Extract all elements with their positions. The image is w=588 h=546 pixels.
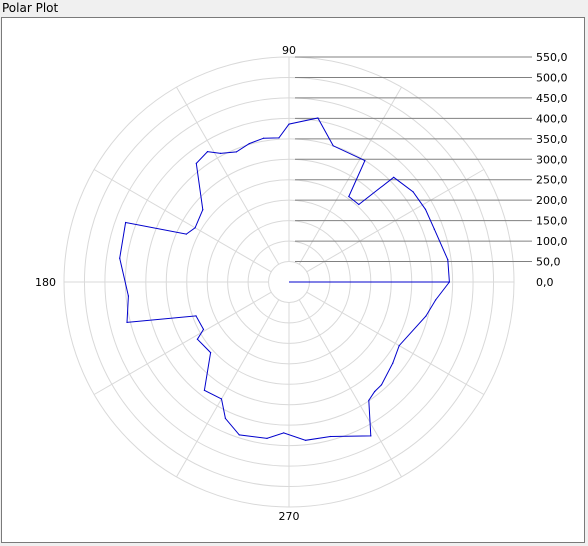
polar-plot-area: 0,0 50,0 100,0 150,0 200,0 250,0 300,0 350,0 400… [1, 17, 585, 543]
grid-spoke [176, 86, 280, 265]
angle-label: 180 [35, 276, 56, 289]
series-point [364, 160, 366, 162]
series-point [358, 203, 360, 206]
series-point [317, 117, 319, 119]
series-point [447, 259, 449, 261]
series-point [248, 143, 250, 145]
series-point [288, 123, 290, 125]
series-point [220, 152, 222, 154]
series-point [220, 398, 223, 400]
radial-tick-label: 550,0 [536, 51, 568, 64]
polar-chart: 0,0 50,0 100,0 150,0 200,0 250,0 300,0 350,0 400… [35, 44, 568, 523]
series-point [210, 352, 212, 354]
window-title: Polar Plot [2, 1, 59, 15]
grid-spokes [64, 57, 514, 507]
series-point [202, 209, 204, 211]
series-point [202, 328, 205, 330]
series-point [448, 281, 450, 283]
series-point [263, 137, 265, 139]
radial-tick-label: 0,0 [536, 276, 554, 289]
series-point [283, 432, 285, 434]
radial-tick-label: 150,0 [536, 215, 568, 228]
series-point [206, 151, 209, 153]
series-point [195, 162, 197, 164]
series-point [194, 227, 196, 229]
series-point [126, 321, 128, 323]
radial-tick-label: 50,0 [536, 256, 561, 269]
grid-spoke [93, 169, 272, 273]
series-layer [119, 117, 450, 441]
series-point [425, 315, 427, 317]
radial-tick-label: 100,0 [536, 235, 568, 248]
series-point [348, 195, 350, 198]
angle-label: 90 [282, 44, 296, 57]
radial-tick-label: 200,0 [536, 194, 568, 207]
series-point [329, 435, 331, 438]
series-point [125, 221, 127, 224]
series-point [332, 145, 334, 147]
series-point [380, 384, 383, 386]
series-point [435, 299, 437, 301]
angle-labels: 90 180 270 [35, 44, 300, 523]
grid-spoke [176, 299, 280, 478]
series-point [185, 233, 187, 235]
series-point [235, 151, 237, 153]
series-point [392, 362, 394, 364]
series-point [203, 389, 205, 391]
series-point [374, 391, 376, 393]
series-point [398, 345, 400, 347]
series-point [196, 338, 198, 340]
series-point [127, 295, 129, 297]
series-point [195, 315, 197, 317]
series-point [278, 137, 280, 139]
radial-tick-label: 300,0 [536, 153, 568, 166]
radial-tick-lines [295, 56, 532, 263]
series-point [412, 191, 414, 193]
grid-spoke [93, 291, 272, 395]
series-line [119, 117, 450, 441]
series-point [305, 439, 307, 441]
series-point [266, 437, 268, 439]
radial-tick-label: 450,0 [536, 92, 568, 105]
angle-label: 270 [279, 510, 300, 523]
grid-spoke [298, 86, 402, 265]
grid-spoke [306, 291, 485, 395]
series-point [424, 208, 427, 210]
series-point [370, 435, 372, 437]
series-point [368, 399, 370, 401]
radial-tick-label: 400,0 [536, 112, 568, 125]
grid-spoke [298, 299, 402, 478]
series-point [224, 417, 226, 419]
series-point [119, 257, 121, 259]
radial-tick-labels: 0,0 50,0 100,0 150,0 200,0 250,0 300,0 350,0 400… [536, 51, 568, 289]
radial-tick-label: 250,0 [536, 174, 568, 187]
series-point [238, 434, 240, 436]
radial-tick-label: 500,0 [536, 71, 568, 84]
series-point [393, 176, 395, 178]
series-point [433, 228, 435, 230]
radial-tick-label: 350,0 [536, 133, 568, 146]
